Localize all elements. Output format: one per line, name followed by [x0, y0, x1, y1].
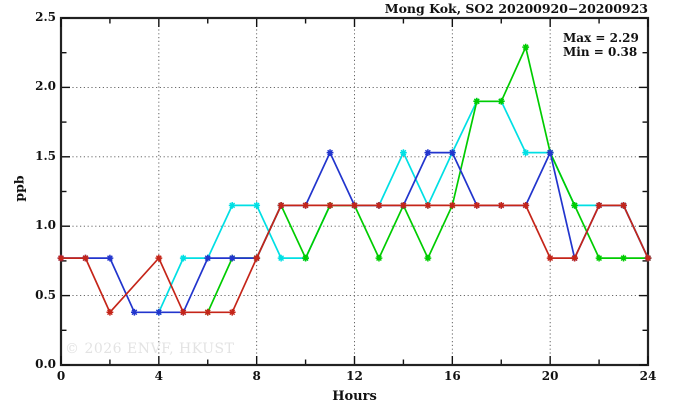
x-axis-label: Hours: [332, 389, 377, 404]
min-annotation: Min = 0.38: [563, 45, 638, 59]
x-tick-label: 12: [346, 369, 363, 383]
series-green-line: [207, 44, 648, 313]
y-axis-label: ppb: [11, 175, 27, 202]
plot-frame: [59, 16, 650, 367]
y-tick-label: 0.0: [35, 357, 56, 371]
x-tick-label: 20: [541, 369, 559, 383]
y-tick-label: 1.5: [35, 148, 56, 163]
watermark: © 2026 ENVF, HKUST: [65, 341, 235, 357]
y-tick-label: 1.0: [35, 218, 56, 233]
y-tick-label: 2.5: [35, 10, 56, 24]
x-tick-label: 0: [56, 369, 66, 383]
max-min-annotation: Max = 2.29 Min = 0.38: [563, 31, 639, 59]
series-red-markers: [57, 201, 652, 316]
series-red-line: [61, 204, 649, 314]
series-green-markers: [204, 43, 652, 316]
max-annotation: Max = 2.29: [563, 31, 639, 45]
x-tick-label: 16: [443, 369, 461, 383]
y-tick-label: 0.5: [35, 287, 56, 302]
x-tick-label: 8: [252, 369, 261, 383]
x-tick-label: 4: [154, 369, 163, 383]
y-tick-label: 2.0: [35, 79, 56, 94]
x-tick-label: 24: [639, 369, 657, 383]
chart-title: Mong Kok, SO2 20200920−20200923: [384, 1, 648, 16]
